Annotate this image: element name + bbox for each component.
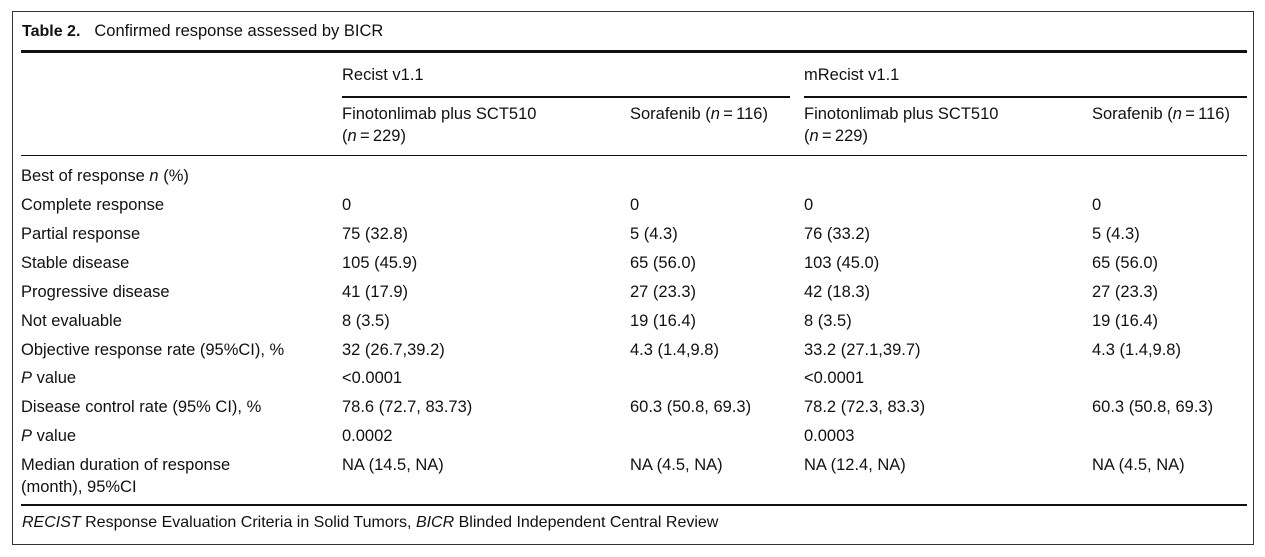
table-cell: 33.2 (27.1,39.7)	[804, 341, 921, 359]
row-label: Partial response	[21, 223, 140, 245]
row-label-line: Best of response n (%)	[21, 167, 189, 185]
arm-header-sorafenib-mrecist: Sorafenib (n = 116)	[1092, 103, 1230, 125]
table-title: Table 2. Confirmed response assessed by B…	[22, 22, 383, 41]
arm-header-line: Finotonlimab plus SCT510	[804, 105, 999, 123]
footnote-text-recist: Response Evaluation Criteria in Solid Tu…	[80, 514, 416, 531]
row-label: Complete response	[21, 194, 164, 216]
arm-header-sorafenib-recist: Sorafenib (n = 116)	[630, 103, 768, 125]
group-rule-mrecist	[804, 96, 1247, 98]
table-cell: 8 (3.5)	[342, 312, 390, 330]
table-cell: NA (4.5, NA)	[630, 456, 723, 474]
table-cell: 19 (16.4)	[630, 312, 697, 330]
group-rule-recist	[342, 96, 790, 98]
row-label-line: Progressive disease	[21, 283, 170, 301]
row-label: Not evaluable	[21, 310, 122, 332]
row-label: P value	[21, 425, 76, 447]
table-cell: <0.0001	[804, 369, 865, 387]
row-label-line: P value	[21, 427, 77, 445]
table-cell: 5 (4.3)	[1092, 225, 1140, 243]
table-cell: 41 (17.9)	[342, 283, 409, 301]
table-cell: 103 (45.0)	[804, 254, 880, 272]
table-cell: 76 (33.2)	[804, 225, 871, 243]
table-cell: 27 (23.3)	[1092, 283, 1159, 301]
arm-header-line: (n = 229)	[804, 127, 868, 145]
row-label-line: Partial response	[21, 225, 141, 243]
row-label-line: Stable disease	[21, 254, 130, 272]
row-label: Best of response n (%)	[21, 165, 189, 187]
group-header-recist: Recist v1.1	[342, 66, 424, 84]
table-cell: 4.3 (1.4,9.8)	[630, 341, 719, 359]
footnote-text-bicr: Blinded Independent Central Review	[454, 514, 719, 531]
table-cell: NA (4.5, NA)	[1092, 456, 1185, 474]
arm-header-line: (n = 229)	[342, 127, 406, 145]
top-rule	[21, 50, 1247, 53]
table-cell: 60.3 (50.8, 69.3)	[1092, 398, 1214, 416]
table-caption: Confirmed response assessed by BICR	[94, 22, 384, 40]
row-label: Progressive disease	[21, 281, 170, 303]
table-frame: Table 2. Confirmed response assessed by B…	[12, 11, 1254, 545]
table-cell: 75 (32.8)	[342, 225, 409, 243]
row-label-line: Disease control rate (95% CI), %	[21, 398, 262, 416]
row-label: Disease control rate (95% CI), %	[21, 396, 261, 418]
table-cell: 65 (56.0)	[1092, 254, 1159, 272]
row-label-line: Median duration of response	[21, 456, 231, 474]
arm-header-line: Finotonlimab plus SCT510	[342, 105, 537, 123]
table-cell: 65 (56.0)	[630, 254, 697, 272]
table-cell: <0.0001	[342, 369, 403, 387]
table-cell: 0.0002	[342, 427, 393, 445]
row-label: P value	[21, 367, 76, 389]
row-label-line: Not evaluable	[21, 312, 122, 330]
table-cell: 105 (45.9)	[342, 254, 418, 272]
table-cell: 0	[804, 196, 814, 214]
bottom-rule	[21, 504, 1247, 506]
header-rule	[21, 155, 1247, 156]
table-cell: NA (12.4, NA)	[804, 456, 906, 474]
table-cell: 19 (16.4)	[1092, 312, 1159, 330]
row-label: Stable disease	[21, 252, 129, 274]
table-cell: 5 (4.3)	[630, 225, 678, 243]
table-cell: 0	[342, 196, 352, 214]
row-label-line: Complete response	[21, 196, 165, 214]
table-cell: 32 (26.7,39.2)	[342, 341, 445, 359]
row-label: Median duration of response (month), 95%C…	[21, 454, 230, 498]
arm-header-combo-recist: Finotonlimab plus SCT510 (n = 229)	[342, 103, 536, 147]
table-cell: 78.6 (72.7, 83.73)	[342, 398, 473, 416]
arm-header-combo-mrecist: Finotonlimab plus SCT510 (n = 229)	[804, 103, 998, 147]
row-label-line: Objective response rate (95%CI), %	[21, 341, 285, 359]
group-header-mrecist: mRecist v1.1	[804, 66, 900, 84]
table-cell: 4.3 (1.4,9.8)	[1092, 341, 1181, 359]
table-footnote: RECIST Response Evaluation Criteria in S…	[22, 514, 718, 532]
arm-header-line: Sorafenib (n = 116)	[630, 105, 768, 123]
table-cell: 0	[1092, 196, 1102, 214]
table-label: Table 2.	[22, 23, 81, 40]
table-cell: 42 (18.3)	[804, 283, 871, 301]
table-cell: 0	[630, 196, 640, 214]
table-cell: 0.0003	[804, 427, 855, 445]
footnote-abbr-bicr: BICR	[415, 514, 455, 531]
table-cell: 78.2 (72.3, 83.3)	[804, 398, 926, 416]
footnote-abbr-recist: RECIST	[22, 514, 81, 531]
table-cell: 8 (3.5)	[804, 312, 852, 330]
arm-header-line: Sorafenib (n = 116)	[1092, 105, 1230, 123]
table-cell: 60.3 (50.8, 69.3)	[630, 398, 752, 416]
row-label: Objective response rate (95%CI), %	[21, 339, 284, 361]
table-cell: 27 (23.3)	[630, 283, 697, 301]
table-cell: NA (14.5, NA)	[342, 456, 444, 474]
row-label-line: P value	[21, 369, 77, 387]
row-label-line: (month), 95%CI	[21, 478, 137, 496]
